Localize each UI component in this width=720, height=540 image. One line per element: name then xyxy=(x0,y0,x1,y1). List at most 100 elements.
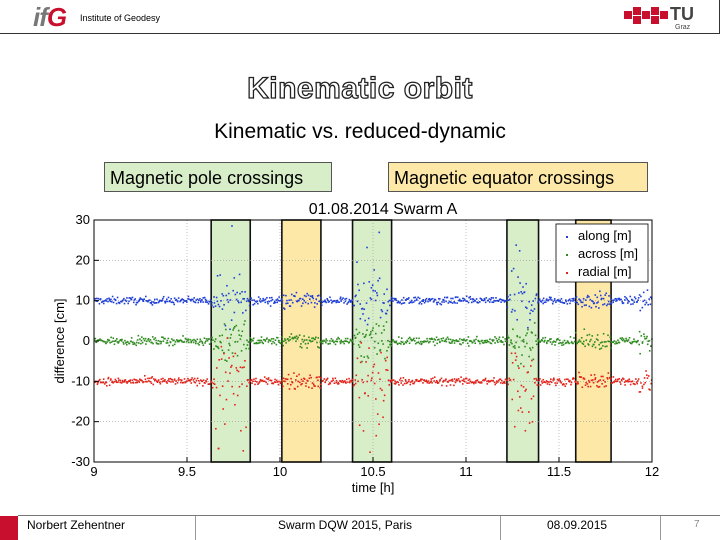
footer-bar xyxy=(18,515,720,536)
data-point xyxy=(412,382,414,385)
data-point xyxy=(568,342,570,345)
data-point xyxy=(364,335,367,338)
data-point xyxy=(538,379,541,382)
data-point xyxy=(604,381,606,383)
footer-date: 08.09.2015 xyxy=(547,518,608,532)
data-point xyxy=(633,383,635,385)
data-point xyxy=(556,378,559,381)
data-point xyxy=(513,345,516,347)
data-point xyxy=(282,377,285,380)
data-point xyxy=(130,298,133,301)
data-point xyxy=(167,379,169,382)
data-point xyxy=(135,344,138,347)
data-point xyxy=(191,298,194,301)
data-point xyxy=(274,301,277,304)
data-point xyxy=(543,301,546,304)
data-point xyxy=(233,327,235,329)
data-point xyxy=(422,298,424,301)
data-point xyxy=(135,303,137,306)
data-point xyxy=(144,375,146,377)
data-point xyxy=(276,301,278,304)
data-point xyxy=(572,297,575,300)
data-point xyxy=(380,332,383,334)
data-point xyxy=(513,425,516,428)
data-point xyxy=(467,345,470,347)
data-point xyxy=(582,340,585,343)
data-point xyxy=(246,297,249,300)
data-point xyxy=(555,339,558,341)
data-point xyxy=(453,378,456,380)
data-point xyxy=(426,337,428,340)
data-point xyxy=(255,377,257,380)
data-point xyxy=(345,297,348,300)
data-point xyxy=(311,387,313,390)
data-point xyxy=(191,339,194,342)
data-point xyxy=(559,379,561,382)
data-point xyxy=(125,343,128,346)
data-point xyxy=(611,381,614,384)
data-point xyxy=(239,338,242,340)
data-point xyxy=(203,296,206,299)
data-point xyxy=(583,378,586,380)
data-point xyxy=(204,298,207,301)
data-point xyxy=(384,357,386,360)
data-point xyxy=(169,377,172,380)
data-point xyxy=(359,317,362,320)
data-point xyxy=(606,345,608,348)
data-point xyxy=(162,295,165,298)
data-point xyxy=(451,342,453,344)
data-point xyxy=(187,338,189,341)
data-point xyxy=(389,379,392,382)
data-point xyxy=(631,299,634,302)
data-point xyxy=(229,337,232,339)
data-point xyxy=(120,382,123,384)
data-point xyxy=(378,423,380,426)
data-point xyxy=(649,303,652,306)
data-point xyxy=(167,337,170,340)
data-point xyxy=(346,340,349,343)
data-point xyxy=(141,341,144,344)
data-point xyxy=(170,381,172,383)
data-point xyxy=(269,305,272,307)
data-point xyxy=(640,335,643,337)
data-point xyxy=(417,296,419,299)
data-point xyxy=(588,305,591,308)
data-point xyxy=(593,374,596,376)
data-point xyxy=(238,273,241,276)
data-point xyxy=(243,366,245,368)
data-point xyxy=(447,302,450,304)
data-point xyxy=(129,379,132,381)
data-point xyxy=(321,301,324,304)
data-point xyxy=(402,384,404,386)
data-point xyxy=(137,334,140,337)
data-point xyxy=(272,382,275,385)
legend-entry: radial [m] xyxy=(578,264,631,279)
data-point xyxy=(327,301,330,303)
data-point xyxy=(383,329,386,331)
data-point xyxy=(202,379,205,381)
footer-separator xyxy=(660,516,661,540)
data-point xyxy=(290,299,292,301)
data-point xyxy=(231,352,234,354)
data-point xyxy=(588,381,591,384)
x-tick-label: 10.5 xyxy=(360,464,385,479)
data-point xyxy=(150,302,153,305)
data-point xyxy=(267,377,270,379)
data-point xyxy=(484,341,487,344)
data-point xyxy=(626,340,629,342)
data-point xyxy=(353,334,356,337)
data-point xyxy=(416,378,418,381)
data-point xyxy=(586,296,589,299)
data-point xyxy=(622,339,624,342)
data-point xyxy=(469,295,472,298)
data-point xyxy=(252,339,254,342)
data-point xyxy=(545,299,548,301)
data-point xyxy=(366,323,369,326)
data-point xyxy=(108,298,111,301)
data-point xyxy=(155,339,157,342)
data-point xyxy=(303,378,306,380)
data-point xyxy=(503,301,506,303)
data-point xyxy=(377,279,379,282)
data-point xyxy=(240,350,243,352)
data-point xyxy=(276,381,279,383)
